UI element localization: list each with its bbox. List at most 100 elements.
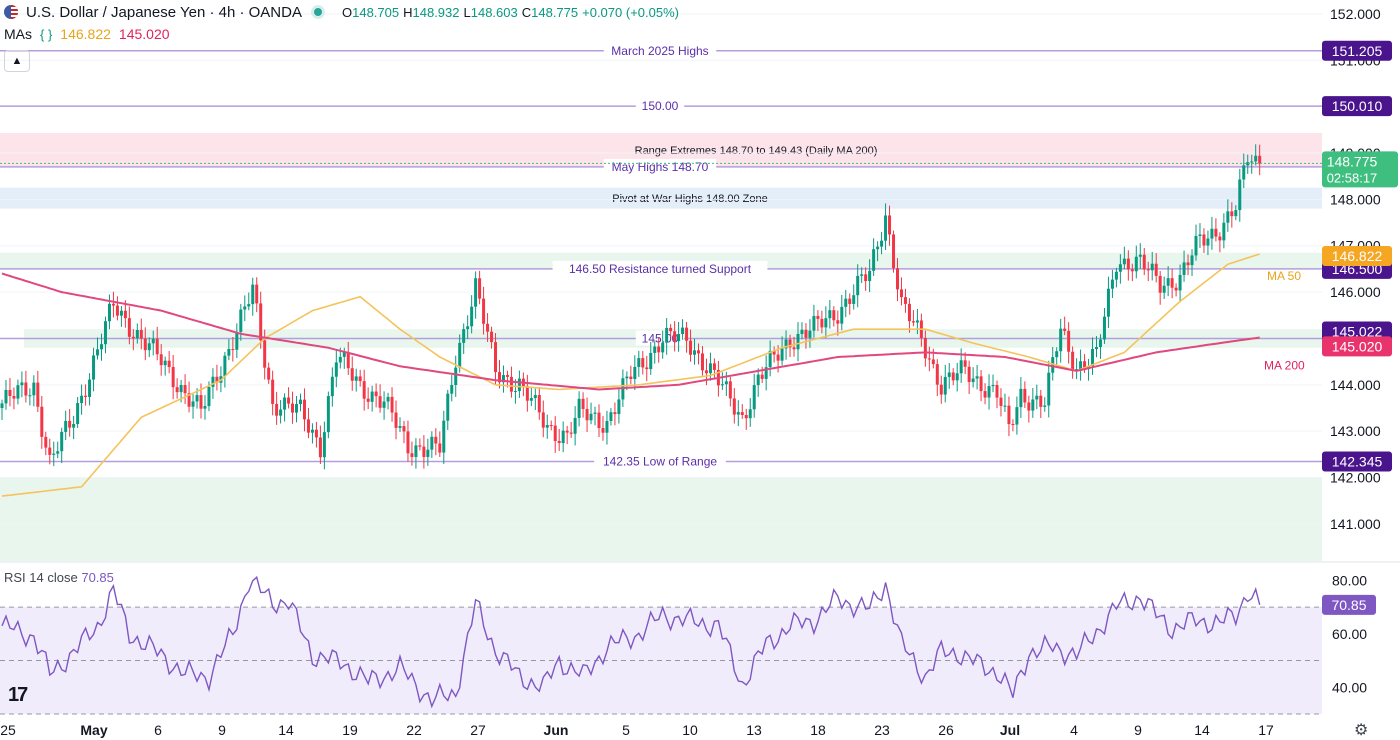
candle-body	[498, 372, 501, 383]
candle-body	[788, 339, 792, 348]
ma50-tag: MA 50	[1267, 269, 1301, 283]
candle-body	[490, 331, 494, 343]
candle-body	[824, 318, 828, 328]
candle-body	[1194, 235, 1198, 256]
candle-body	[971, 378, 975, 383]
time-axis-label: 10	[682, 722, 698, 738]
candle-body	[438, 443, 442, 453]
candle-body	[752, 385, 756, 410]
rsi-legend[interactable]: RSI 14 close 70.85	[4, 570, 114, 585]
candle-body	[569, 432, 573, 434]
candle-body	[283, 397, 287, 410]
candle-body	[422, 446, 426, 457]
price-tick-label: 144.000	[1330, 377, 1381, 393]
candle-body	[923, 337, 927, 359]
candle-body	[450, 385, 454, 394]
candle-body	[549, 425, 553, 427]
candle-body	[442, 420, 446, 453]
candle-body	[486, 323, 490, 332]
candle-body	[991, 384, 995, 387]
candle-body	[259, 303, 263, 341]
candle-body	[852, 295, 856, 304]
time-axis-label: 26	[938, 722, 954, 738]
candle-body	[36, 382, 40, 407]
candle-body	[76, 403, 80, 424]
candle-body	[306, 419, 310, 433]
candle-body	[279, 409, 283, 416]
candle-body	[446, 393, 450, 421]
level-badge: 145.022	[1332, 324, 1383, 340]
candle-body	[1015, 407, 1019, 425]
time-axis-label: Jul	[1000, 722, 1020, 738]
price-tick-label: 141.000	[1330, 516, 1381, 532]
candle-body	[704, 370, 708, 374]
candle-body	[892, 234, 896, 269]
candle-body	[310, 429, 314, 433]
candle-body	[860, 274, 864, 276]
rsi-badge-bg	[1322, 594, 1376, 615]
candle-body	[748, 409, 752, 419]
candle-body	[1114, 271, 1118, 280]
candle-body	[995, 384, 999, 398]
symbol-title[interactable]: U.S. Dollar / Japanese Yen · 4h · OANDA	[26, 3, 302, 21]
candle-body	[100, 344, 103, 350]
candle-body	[183, 385, 187, 394]
candle-body	[577, 398, 581, 418]
candle-body	[724, 381, 728, 385]
candle-body	[147, 343, 151, 351]
candle-body	[689, 340, 693, 355]
candle-body	[1258, 155, 1262, 164]
candle-body	[708, 363, 712, 374]
level-label-bg	[603, 158, 717, 174]
candle-body	[593, 412, 597, 414]
level-label: 145.00	[642, 331, 679, 345]
gear-icon[interactable]: ⚙	[1354, 722, 1369, 739]
candle-body	[856, 275, 860, 296]
level-label-bg	[603, 42, 717, 58]
candle-body	[1250, 161, 1254, 163]
candle-body	[227, 349, 231, 356]
candle-body	[163, 360, 167, 366]
level-label-bg	[552, 260, 768, 276]
candle-body	[657, 346, 661, 353]
candle-body	[92, 355, 96, 380]
collapse-legend-button[interactable]: ▲	[4, 50, 30, 72]
candle-body	[1102, 316, 1106, 340]
candle-body	[1166, 278, 1170, 286]
candle-body	[533, 395, 537, 399]
candle-body	[295, 404, 299, 413]
rsi-params: 14 close	[29, 570, 78, 585]
candle-body	[179, 385, 183, 393]
countdown-badge: 02:58:17	[1327, 170, 1378, 185]
candle-body	[1019, 388, 1023, 408]
candle-body	[637, 358, 641, 367]
moving-averages-legend[interactable]: MAs { } 146.822 145.020	[4, 26, 170, 42]
level-label: 146.50 Resistance turned Support	[569, 262, 752, 276]
candle-body	[804, 329, 808, 338]
candle-body	[868, 270, 872, 282]
candle-body	[1055, 351, 1059, 358]
candle-body	[585, 408, 589, 421]
candle-body	[370, 391, 374, 402]
candle-body	[131, 336, 135, 339]
zone-label: Range Extremes 148.70 to 149.43 (Daily M…	[635, 145, 878, 157]
candle-body	[1202, 234, 1206, 246]
candle-body	[896, 268, 899, 290]
candle-body	[103, 321, 107, 345]
candle-body	[844, 298, 848, 307]
candle-body	[935, 364, 939, 385]
candle-body	[736, 412, 740, 415]
candle-body	[792, 347, 796, 350]
candle-body	[24, 382, 28, 396]
candle-body	[127, 318, 131, 337]
candle-body	[645, 367, 649, 370]
candle-body	[378, 396, 382, 408]
candle-body	[1134, 256, 1138, 272]
level-badge-bg	[1322, 96, 1392, 117]
time-axis-label: 25	[0, 722, 16, 738]
candle-body	[951, 372, 955, 381]
candle-body	[1043, 405, 1047, 407]
candle-body	[812, 315, 816, 331]
candle-body	[56, 451, 60, 454]
